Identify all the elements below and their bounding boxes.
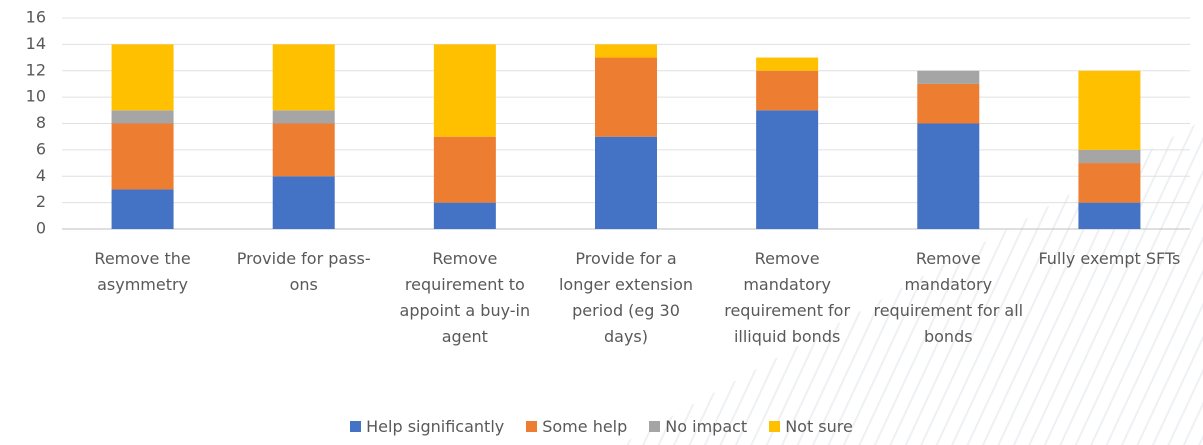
bar-segment [595,57,657,137]
bar-segment [272,123,335,177]
bar-segment [433,136,496,203]
legend: Help significantly Some help No impact Not … [0,417,1203,436]
y-tick-label: 10 [26,87,46,106]
y-tick-label: 4 [36,166,46,185]
bar-segment [433,202,496,229]
y-tick-label: 0 [36,219,46,238]
legend-swatch [769,421,781,432]
bar-segment [272,44,335,111]
bar-segment [595,44,657,58]
bar-segment [1078,149,1141,164]
y-tick-label: 16 [26,8,46,27]
bar-segment [433,44,496,137]
legend-item: No impact [649,417,747,436]
y-tick-label: 12 [26,60,46,79]
bar-segment [595,136,657,229]
bar-segment [917,83,980,124]
x-tick-label: Remove the asymmetry [94,249,191,294]
background-decoration [620,120,1203,445]
bar-segment [756,57,819,71]
bar-segment [111,44,174,111]
legend-label: Not sure [785,417,853,436]
y-tick-label: 8 [36,113,46,132]
bar-segment [111,110,174,124]
x-tick-label: Remove mandatory requirement for all bon… [873,249,1024,346]
legend-swatch [350,421,362,432]
bar-segment [917,123,980,229]
legend-item: Not sure [769,417,853,436]
y-tick-label: 6 [36,139,46,158]
bar-segment [111,189,174,229]
y-tick-label: 14 [26,34,46,53]
legend-label: Help significantly [366,417,505,436]
bar-segment [1078,202,1141,229]
bar-segment [272,176,335,229]
bar-segment [272,110,335,124]
x-tick-label: Remove mandatory requirement for illiqui… [724,249,851,346]
legend-item: Help significantly [350,417,504,436]
y-tick-label: 2 [36,192,46,211]
x-tick-label: Provide for pass-ons [236,249,371,294]
legend-label: No impact [665,417,748,436]
legend-swatch [649,421,661,432]
bar-segment [756,70,819,111]
x-tick-label: Provide for a longer extension period (e… [558,249,694,346]
legend-item: Some help [526,417,627,436]
bar-segment [111,123,174,190]
bar-segment [756,110,819,229]
bar-segment [917,70,980,84]
bar-segment [1078,70,1141,150]
legend-label: Some help [542,417,628,436]
x-tick-label: Fully exempt SFTs [1038,249,1181,268]
bar-segment [1078,163,1141,203]
x-tick-label: Remove requirement to appoint a buy-in a… [399,249,531,346]
legend-swatch [526,421,538,432]
